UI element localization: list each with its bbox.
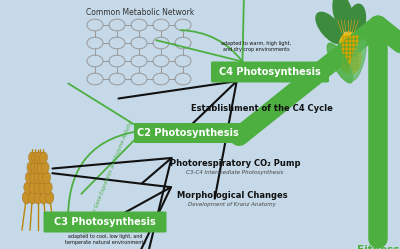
Text: C3 Photosynthesis: C3 Photosynthesis [54, 217, 156, 227]
Ellipse shape [342, 51, 344, 55]
Ellipse shape [348, 63, 352, 67]
Ellipse shape [342, 39, 344, 43]
Ellipse shape [345, 39, 348, 43]
Ellipse shape [34, 192, 42, 204]
Ellipse shape [356, 67, 358, 71]
Ellipse shape [356, 43, 358, 47]
Ellipse shape [348, 67, 352, 71]
Text: C2 Photosynthesis: C2 Photosynthesis [137, 128, 239, 138]
Ellipse shape [356, 59, 358, 63]
Text: Common Metabolic Network: Common Metabolic Network [86, 8, 194, 17]
Ellipse shape [28, 192, 36, 204]
Ellipse shape [30, 172, 38, 184]
FancyBboxPatch shape [211, 62, 329, 82]
Ellipse shape [24, 182, 32, 194]
Ellipse shape [339, 32, 361, 74]
Ellipse shape [31, 162, 39, 174]
Ellipse shape [356, 63, 358, 67]
Ellipse shape [342, 67, 344, 71]
Ellipse shape [348, 51, 352, 55]
Ellipse shape [42, 172, 51, 184]
Ellipse shape [356, 55, 358, 59]
Text: Changes in Gene Expression and Enzyme Activity: Changes in Gene Expression and Enzyme Ac… [83, 121, 133, 235]
Ellipse shape [352, 55, 355, 59]
Ellipse shape [345, 59, 348, 63]
FancyBboxPatch shape [134, 123, 242, 143]
Ellipse shape [348, 47, 352, 51]
Ellipse shape [352, 39, 355, 43]
Ellipse shape [333, 0, 353, 32]
Ellipse shape [345, 47, 348, 51]
FancyBboxPatch shape [44, 211, 166, 233]
Ellipse shape [316, 12, 344, 44]
Ellipse shape [34, 172, 42, 184]
Ellipse shape [34, 152, 42, 164]
Text: C3-C4 Intermediate Photosynthesis: C3-C4 Intermediate Photosynthesis [186, 170, 284, 175]
Text: Photorespiratory CO₂ Pump: Photorespiratory CO₂ Pump [170, 159, 300, 168]
Ellipse shape [342, 35, 344, 39]
Text: C4 Photosynthesis: C4 Photosynthesis [219, 67, 321, 77]
Ellipse shape [44, 182, 52, 194]
Ellipse shape [29, 182, 37, 194]
Ellipse shape [25, 172, 34, 184]
Text: adapted to warm, high light,
and dry crop environments: adapted to warm, high light, and dry cro… [221, 41, 291, 52]
Ellipse shape [342, 55, 344, 59]
Text: Establishment of the C4 Cycle: Establishment of the C4 Cycle [191, 104, 333, 113]
Ellipse shape [39, 182, 47, 194]
Ellipse shape [342, 59, 344, 63]
Ellipse shape [352, 43, 355, 47]
Ellipse shape [327, 43, 353, 83]
Ellipse shape [342, 43, 344, 47]
Ellipse shape [348, 39, 352, 43]
Ellipse shape [346, 4, 366, 42]
Ellipse shape [352, 59, 355, 63]
Ellipse shape [46, 192, 54, 204]
Ellipse shape [352, 35, 355, 39]
Ellipse shape [345, 63, 348, 67]
Text: Development of Kranz Anatomy: Development of Kranz Anatomy [188, 201, 276, 206]
Ellipse shape [345, 35, 348, 39]
Ellipse shape [41, 162, 49, 174]
Ellipse shape [352, 51, 355, 55]
Ellipse shape [34, 162, 42, 174]
Ellipse shape [345, 55, 348, 59]
Ellipse shape [32, 152, 40, 164]
Ellipse shape [348, 59, 352, 63]
Ellipse shape [356, 35, 358, 39]
Ellipse shape [39, 152, 48, 164]
Ellipse shape [36, 152, 44, 164]
Ellipse shape [352, 47, 355, 51]
Ellipse shape [345, 67, 348, 71]
Ellipse shape [37, 162, 45, 174]
Ellipse shape [345, 43, 348, 47]
Ellipse shape [38, 172, 46, 184]
Text: Fitness: Fitness [357, 245, 399, 249]
Ellipse shape [22, 192, 30, 204]
Ellipse shape [28, 152, 37, 164]
Ellipse shape [27, 162, 35, 174]
Ellipse shape [34, 182, 42, 194]
Ellipse shape [348, 43, 352, 47]
Ellipse shape [342, 63, 344, 67]
Ellipse shape [345, 51, 348, 55]
Ellipse shape [356, 39, 358, 43]
Ellipse shape [348, 35, 352, 39]
Ellipse shape [342, 47, 344, 51]
Text: adapted to cool, low light, and
temperate natural environments: adapted to cool, low light, and temperat… [64, 234, 146, 245]
Ellipse shape [352, 67, 355, 71]
Ellipse shape [356, 47, 358, 51]
Ellipse shape [348, 55, 352, 59]
Ellipse shape [350, 40, 366, 80]
Ellipse shape [352, 63, 355, 67]
Ellipse shape [356, 51, 358, 55]
Ellipse shape [40, 192, 48, 204]
Text: Morphological Changes: Morphological Changes [177, 190, 287, 199]
